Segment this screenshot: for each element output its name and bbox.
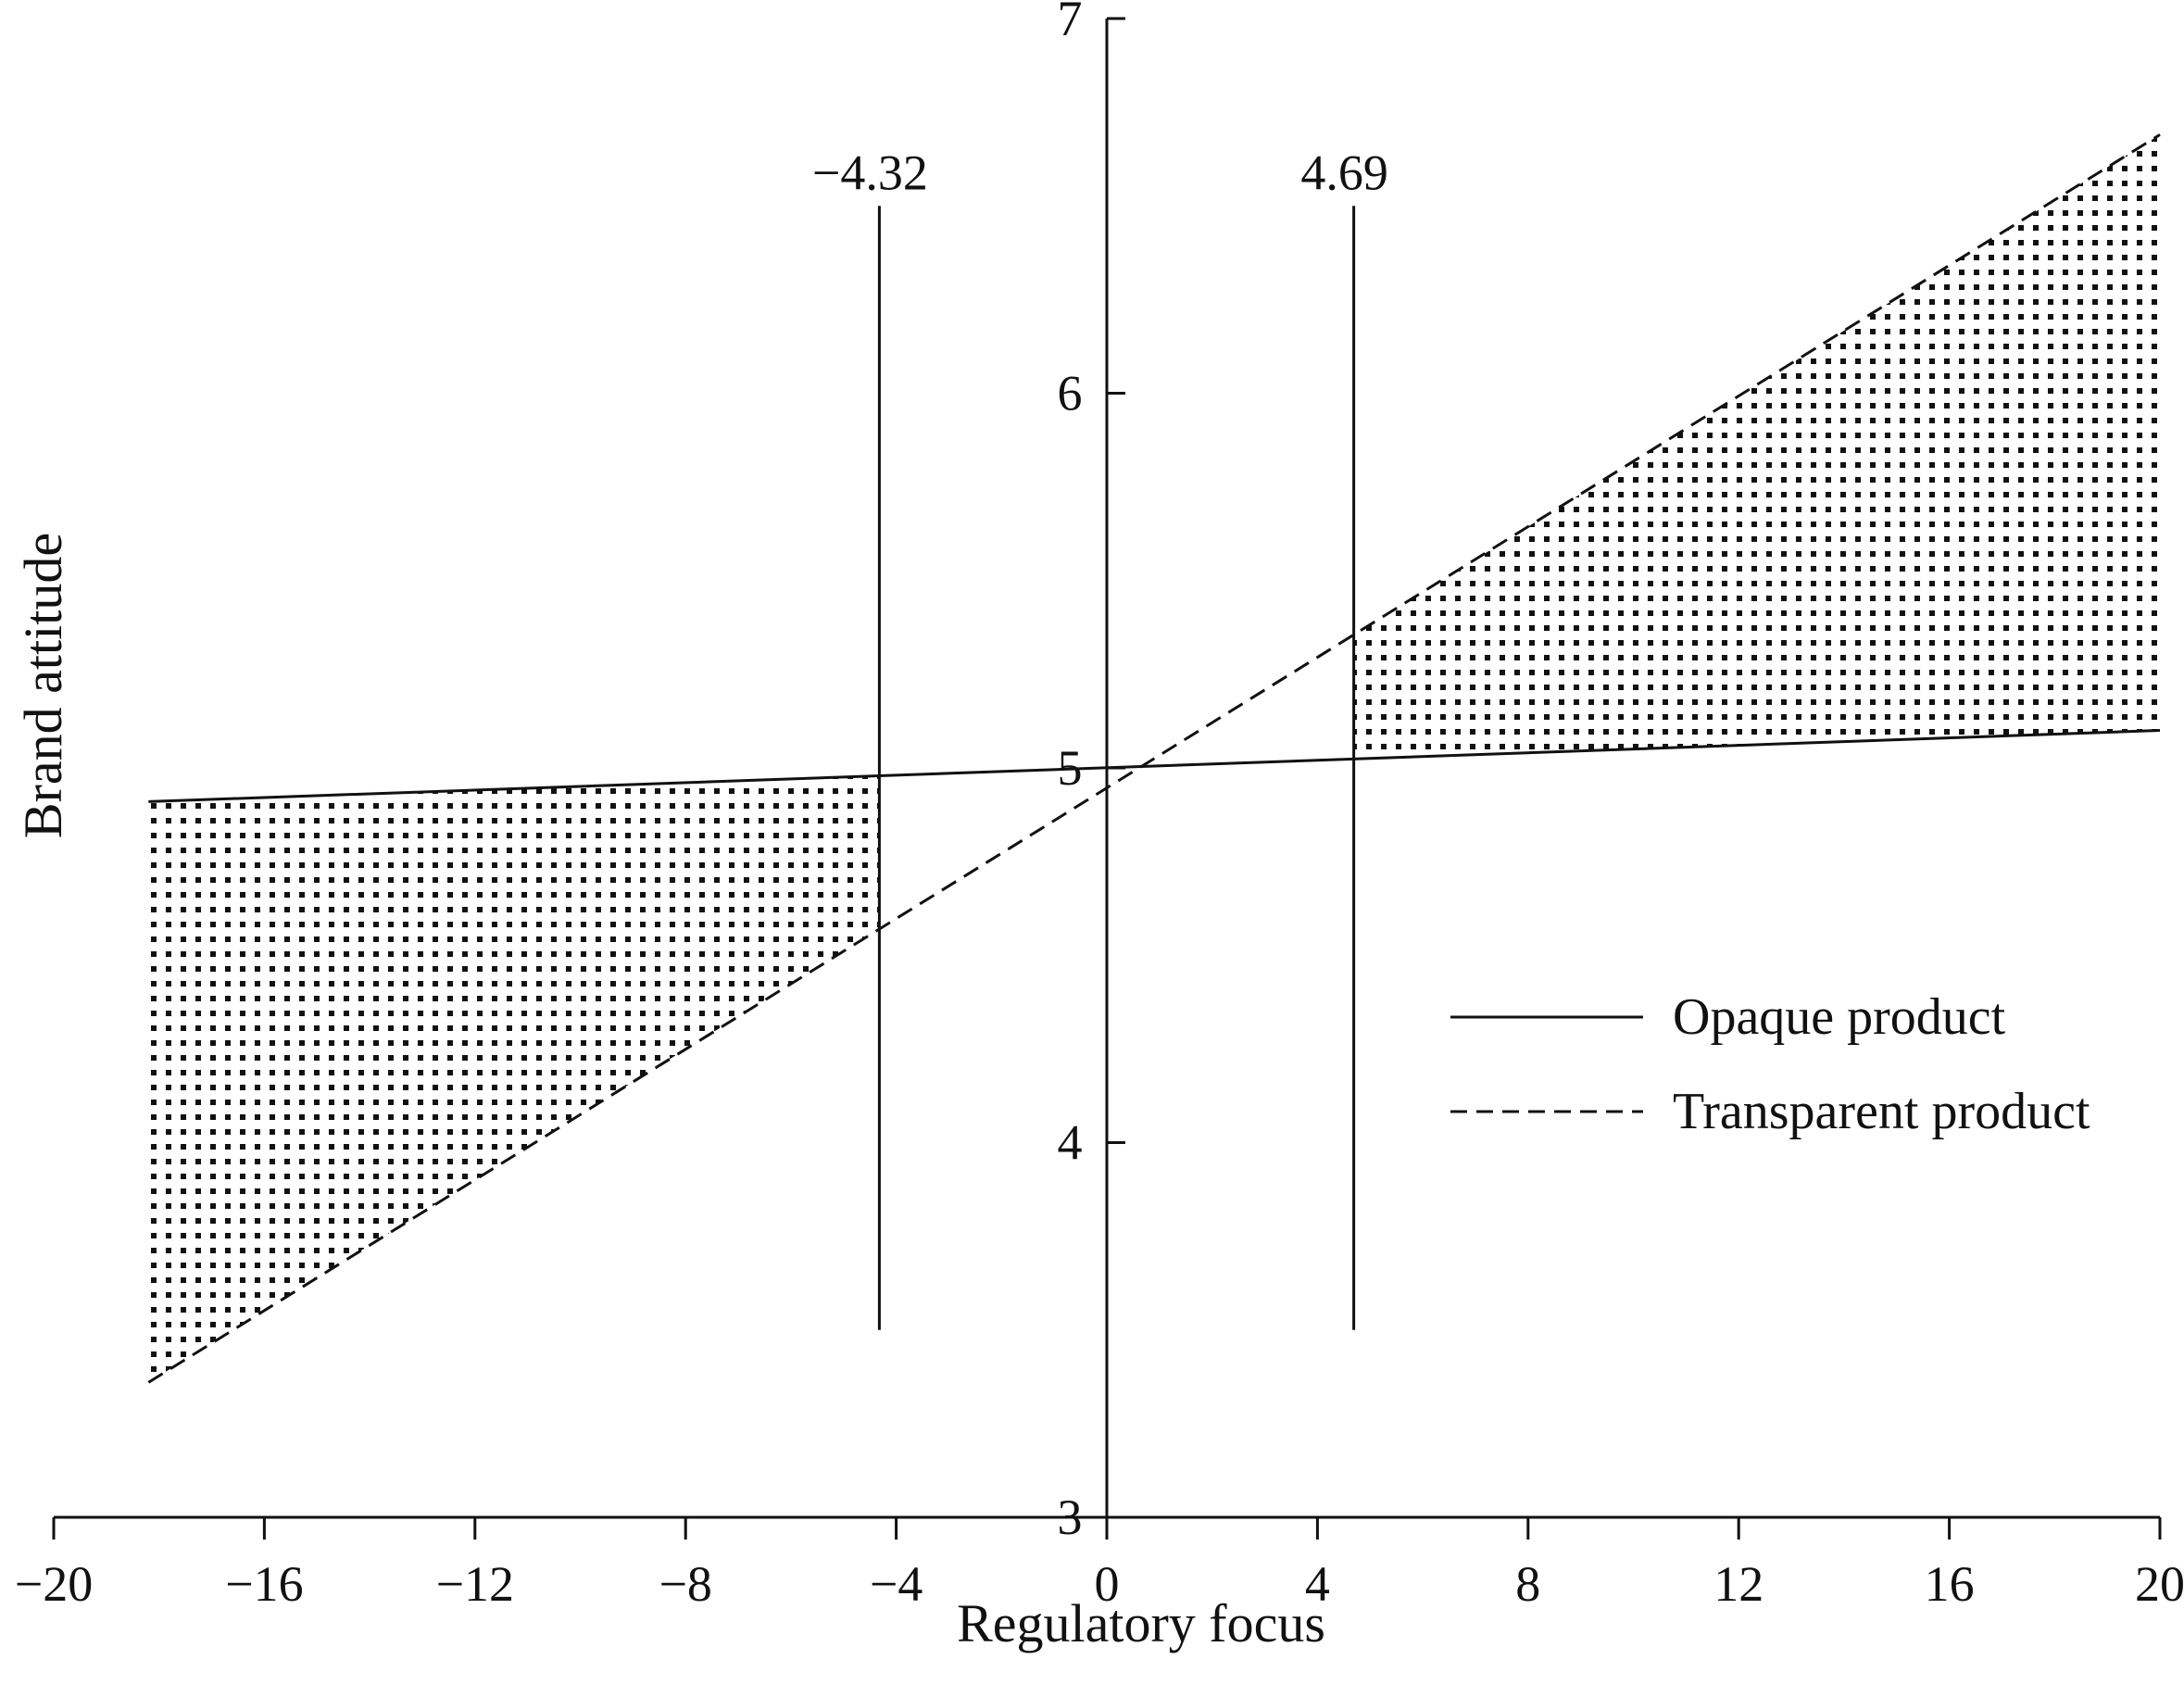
x-tick-label: −20 [15,1556,93,1612]
y-tick-label: 7 [1058,0,1083,46]
x-axis-title: Regulatory focus [957,1593,1325,1653]
y-tick-label: 4 [1058,1115,1083,1171]
y-axis-title: Brand attitude [13,533,73,838]
shaded-regions [148,134,2160,1383]
legend-label-transparent-product: Transparent product [1673,1083,2090,1140]
series-line-opaque-product [148,729,2161,803]
legend: Opaque product Transparent product [1450,988,2090,1140]
series-line-transparent-product [147,133,2161,1384]
x-tick-label: −16 [225,1556,303,1612]
reference-lines: −4.32 4.69 [812,145,1388,1330]
y-tick-label: 6 [1058,366,1083,421]
shaded-region-2 [1353,134,2160,760]
reference-line-label: 4.69 [1300,145,1388,200]
reference-line-label: −4.32 [812,145,928,200]
x-tick-label: −8 [659,1556,711,1612]
x-tick-label: 8 [1515,1556,1540,1612]
x-tick-label: 12 [1713,1556,1764,1612]
x-tick-label: −4 [870,1556,923,1612]
y-tick-label: 3 [1058,1490,1083,1545]
x-tick-label: 0 [1095,1556,1120,1612]
x-tick-label: 16 [1925,1556,1975,1612]
series-lines [147,133,2161,1384]
x-tick-label: −12 [436,1556,514,1612]
shaded-region-1 [148,775,880,1383]
x-tick-label: 20 [2135,1556,2184,1612]
legend-label-opaque-product: Opaque product [1673,988,2006,1046]
x-tick-label: 4 [1305,1556,1330,1612]
